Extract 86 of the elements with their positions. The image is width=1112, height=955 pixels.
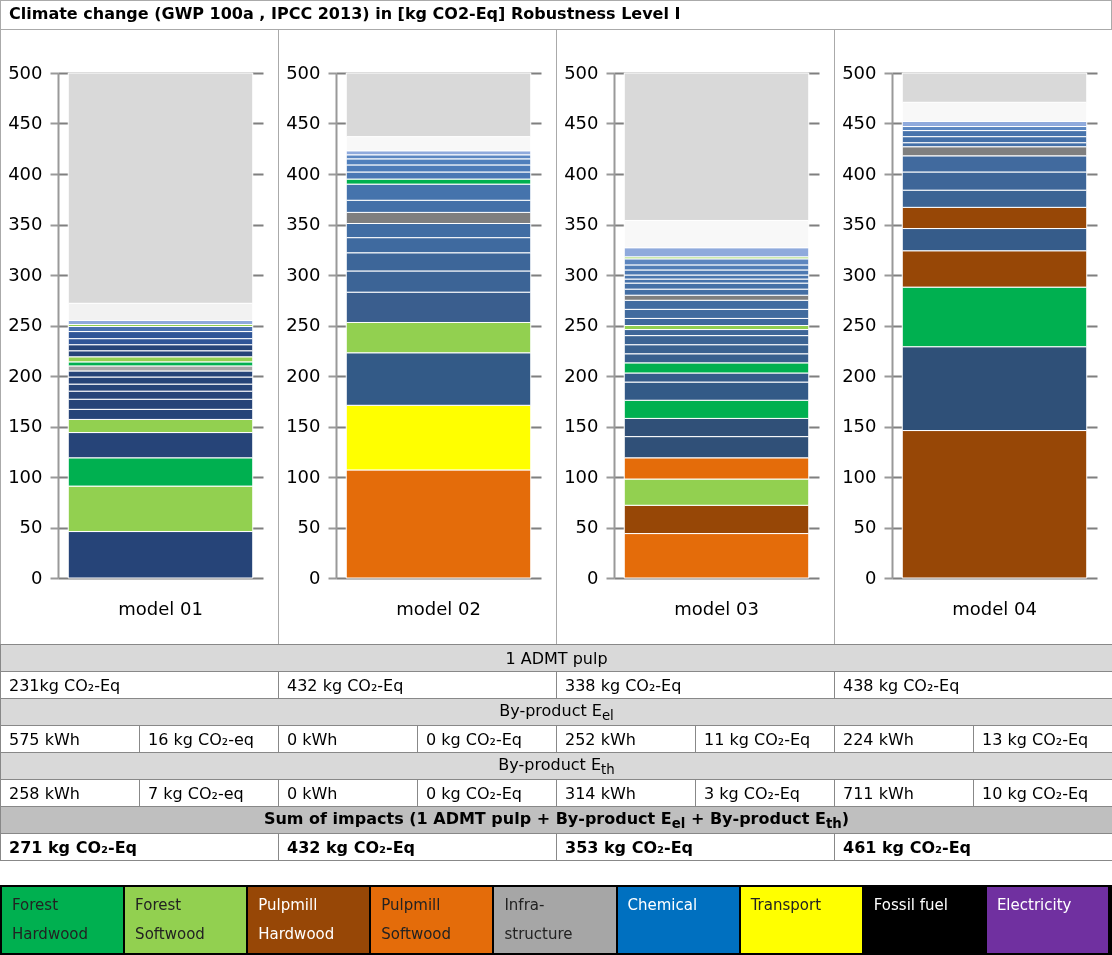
y-tick-label: 450: [8, 112, 43, 133]
y-tick-label: 500: [564, 61, 599, 83]
text: 353 kg CO₂-Eq: [565, 837, 694, 857]
category-label: Transport: [740, 887, 864, 953]
y-tick-label: 450: [564, 112, 599, 133]
y-tick-label: 50: [19, 516, 43, 537]
text: Climate change (GWP 100a , IPCC 2013) in [kg CO2-Eq] Robustness Level I: [0, 0, 1112, 30]
text: 252 kWh: [565, 729, 636, 749]
text: By-product E$_{el}$: [0, 698, 1112, 726]
y-tick-label: 0: [31, 566, 43, 588]
y-tick-label: 200: [286, 364, 321, 386]
y-tick-label: 450: [286, 112, 321, 133]
y-tick-label: 250: [8, 314, 43, 335]
y-tick-label: 250: [564, 314, 599, 335]
y-tick-label: 400: [286, 162, 321, 184]
y-tick-label: 100: [564, 465, 599, 487]
y-tick-label: 250: [842, 314, 877, 335]
y-tick-label: 100: [8, 465, 43, 487]
category-label: Pulpmill Hardwood: [248, 887, 372, 953]
y-tick-label: 350: [286, 213, 321, 234]
text: 1 ADMT pulp: [0, 644, 1112, 672]
text: 0 kg CO₂-Eq: [426, 729, 522, 749]
text: 338 kg CO₂-Eq: [565, 675, 682, 695]
y-tick-label: 50: [297, 516, 321, 537]
category-label: Pulpmill Softwood: [371, 887, 495, 953]
y-tick-label: 150: [842, 415, 877, 436]
x-tick-label: model 04: [952, 597, 1037, 619]
y-tick-label: 0: [865, 566, 877, 588]
y-tick-label: 50: [575, 516, 599, 537]
y-tick-label: 500: [842, 61, 877, 83]
text: 10 kg CO₂-Eq: [982, 783, 1089, 803]
text: 258 kWh: [9, 783, 80, 803]
y-tick-label: 100: [842, 465, 877, 487]
y-tick-label: 200: [842, 364, 877, 386]
y-tick-label: 200: [8, 364, 43, 386]
text: 0 kWh: [287, 729, 338, 749]
text: 438 kg CO₂-Eq: [843, 675, 960, 695]
category-label: Chemical: [617, 887, 741, 953]
text: 271 kg CO₂-Eq: [9, 837, 138, 857]
text: 3 kg CO₂-Eq: [704, 783, 800, 803]
text: 461 kg CO₂-Eq: [843, 837, 972, 857]
y-tick-label: 350: [8, 213, 43, 234]
y-tick-label: 350: [564, 213, 599, 234]
text: 16 kg CO₂-eq: [148, 729, 254, 749]
x-tick-label: model 03: [674, 597, 759, 619]
y-tick-label: 500: [8, 61, 43, 83]
text: 11 kg CO₂-Eq: [704, 729, 811, 749]
y-tick-label: 0: [587, 566, 599, 588]
category-label: Electricity: [986, 887, 1110, 953]
text: 575 kWh: [9, 729, 80, 749]
text: 0 kWh: [287, 783, 338, 803]
y-tick-label: 450: [842, 112, 877, 133]
y-tick-label: 100: [286, 465, 321, 487]
text: 231kg CO₂-Eq: [9, 675, 121, 695]
y-tick-label: 150: [8, 415, 43, 436]
text: 0 kg CO₂-Eq: [426, 783, 522, 803]
y-tick-label: 0: [309, 566, 321, 588]
y-tick-label: 50: [853, 516, 877, 537]
category-label: Forest Hardwood: [2, 887, 126, 953]
y-tick-label: 250: [286, 314, 321, 335]
text: 7 kg CO₂-eq: [148, 783, 244, 803]
text: 314 kWh: [565, 783, 636, 803]
y-tick-label: 200: [564, 364, 599, 386]
text: 224 kWh: [843, 729, 914, 749]
text: Sum of impacts (1 ADMT pulp + By-product E$_{el}$ + By-product E$_{th}$): [0, 806, 1112, 834]
y-tick-label: 300: [8, 263, 43, 285]
x-tick-label: model 01: [118, 597, 203, 619]
y-tick-label: 300: [564, 263, 599, 285]
category-label: Fossil fuel: [863, 887, 987, 953]
y-tick-label: 300: [842, 263, 877, 285]
y-tick-label: 500: [286, 61, 321, 83]
text: By-product E$_{th}$: [0, 752, 1112, 780]
y-tick-label: 400: [842, 162, 877, 184]
text: 13 kg CO₂-Eq: [982, 729, 1089, 749]
text: 432 kg CO₂-Eq: [287, 675, 404, 695]
y-tick-label: 150: [286, 415, 321, 436]
y-tick-label: 350: [842, 213, 877, 234]
category-label: Infra- structure: [494, 887, 618, 953]
y-tick-label: 150: [564, 415, 599, 436]
x-tick-label: model 02: [396, 597, 481, 619]
text: 711 kWh: [843, 783, 914, 803]
y-tick-label: 400: [564, 162, 599, 184]
category-label: Forest Softwood: [125, 887, 249, 953]
y-tick-label: 300: [286, 263, 321, 285]
y-tick-label: 400: [8, 162, 43, 184]
text: 432 kg CO₂-Eq: [287, 837, 416, 857]
